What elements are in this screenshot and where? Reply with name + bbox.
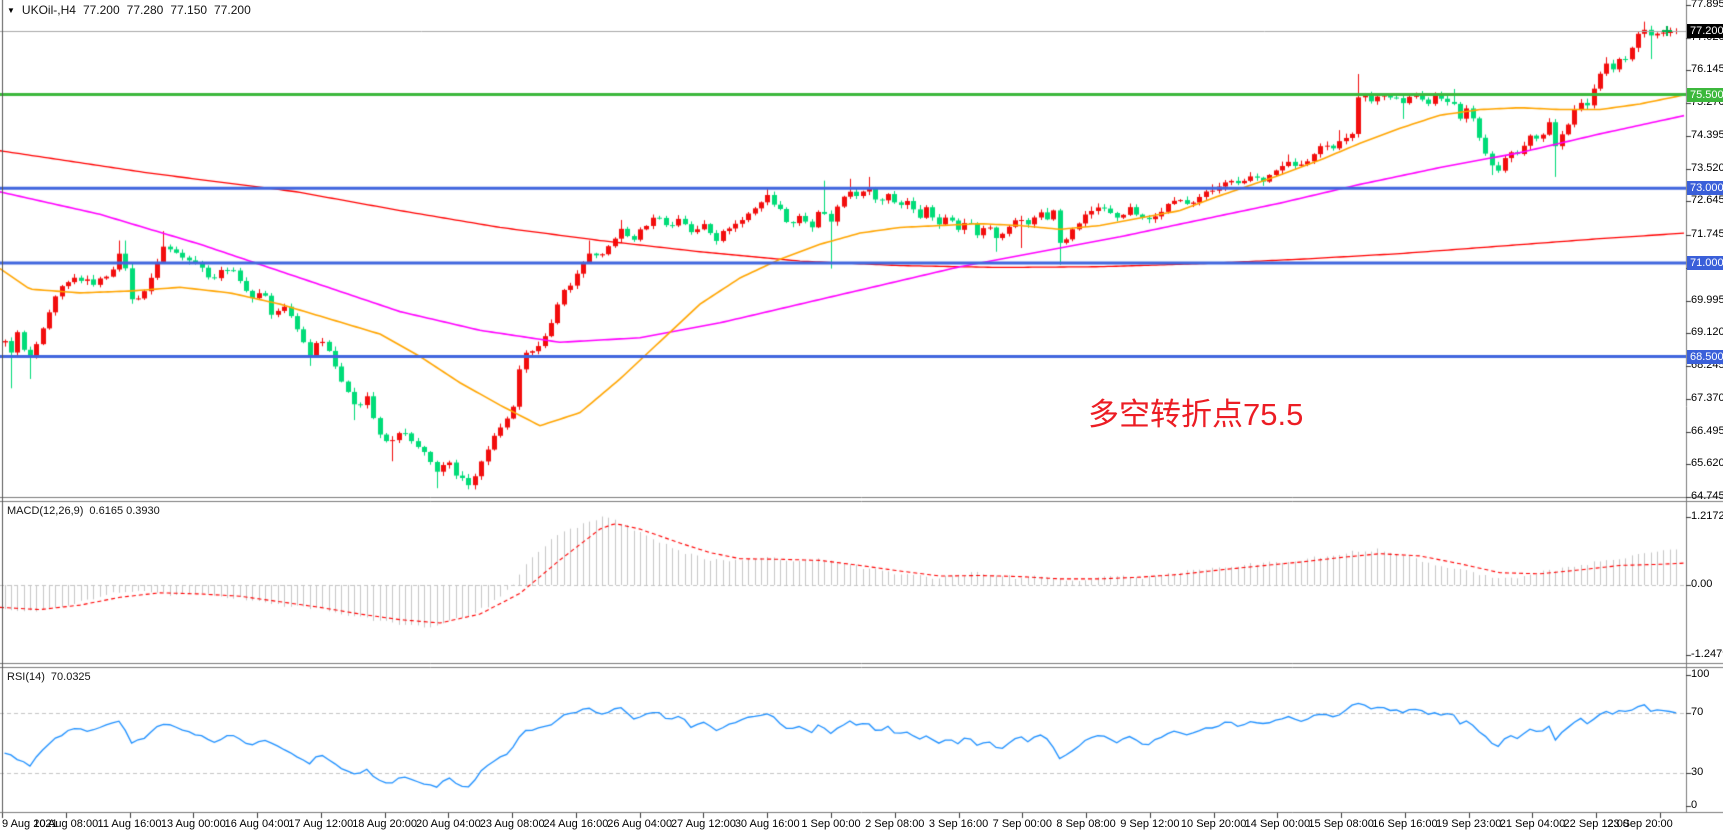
price-tick-label: 65.620	[1691, 457, 1723, 470]
collapse-icon[interactable]: ▼	[7, 5, 15, 15]
price-tick-label: 77.895	[1691, 0, 1723, 10]
macd-values: 0.6165 0.3930	[89, 505, 160, 517]
time-axis-label: 17 Aug 12:00	[288, 818, 354, 830]
rsi-tick-label: 100	[1691, 668, 1710, 680]
rsi-name: RSI(14)	[7, 671, 45, 683]
macd-tick-label: 0.00	[1691, 578, 1713, 590]
ohlc-open: 77.200	[82, 3, 120, 17]
time-axis-label: 20 Aug 04:00	[415, 818, 481, 830]
ohlc-close: 77.200	[214, 3, 251, 17]
rsi-tick-label: 0	[1691, 799, 1698, 811]
price-tick-label: 72.645	[1691, 194, 1723, 207]
time-axis-label: 18 Aug 20:00	[352, 818, 418, 830]
chart-header: ▼ UKOil-,H4 77.200 77.280 77.150 77.200	[7, 3, 251, 17]
price-tick-label: 64.745	[1691, 489, 1723, 502]
rsi-indicator-label: RSI(14) 70.0325	[7, 671, 91, 683]
price-tick-label: 67.370	[1691, 391, 1723, 404]
price-tick-label: 76.145	[1691, 63, 1723, 76]
macd-tick-label: 1.2172	[1691, 509, 1723, 522]
symbol-timeframe-label: UKOil-,H4	[21, 3, 76, 17]
rsi-tick-label: 30	[1691, 766, 1704, 778]
price-tick-label: 66.495	[1691, 424, 1723, 437]
time-axis-label: 3 Sep 16:00	[928, 818, 989, 830]
price-tick-label: 74.395	[1691, 128, 1723, 141]
level-price-tag: 73.000	[1687, 181, 1723, 196]
time-axis-label: 21 Sep 04:00	[1499, 818, 1566, 830]
macd-name: MACD(12,26,9)	[7, 505, 84, 517]
time-axis-label: 7 Sep 00:00	[992, 818, 1052, 830]
time-axis-label: 22 Sep 12:00	[1563, 818, 1629, 830]
time-axis-label: 9 Sep 12:00	[1120, 818, 1180, 830]
time-axis-label: 1 Sep 00:00	[801, 818, 861, 830]
time-axis-label: 9 Aug 2021	[2, 818, 58, 830]
level-price-tag: 71.000	[1687, 255, 1723, 270]
time-axis-label: 13 Aug 00:00	[160, 818, 226, 830]
price-tick-label: 73.520	[1691, 161, 1723, 174]
rsi-tick-label: 70	[1691, 706, 1704, 718]
price-tick-label: 69.120	[1691, 326, 1723, 339]
time-axis-label: 2 Sep 08:00	[865, 818, 925, 830]
time-axis-label: 27 Aug 12:00	[671, 818, 736, 830]
time-axis-label: 30 Aug 16:00	[734, 818, 800, 830]
level-price-tag: 75.500	[1687, 87, 1723, 102]
current-price-tag: 77.200	[1687, 24, 1723, 38]
macd-indicator-label: MACD(12,26,9) 0.6165 0.3930	[7, 505, 160, 517]
time-axis-label: 19 Sep 23:00	[1435, 818, 1502, 830]
price-axis[interactable]: 77.89577.02076.14575.27074.39573.52072.6…	[1687, 0, 1723, 813]
time-axis[interactable]: 9 Aug 2021 10 Aug 08:00 11 Aug 16:00 13 Aug…	[0, 813, 1723, 837]
annotation-text[interactable]: 多空转折点75.5	[1088, 397, 1304, 432]
level-price-tag: 68.500	[1687, 349, 1723, 364]
rsi-value: 70.0325	[50, 671, 91, 683]
time-axis-label: 14 Sep 00:00	[1244, 818, 1311, 830]
time-axis-label: 15 Sep 08:00	[1308, 818, 1374, 830]
time-axis-label: 16 Sep 16:00	[1372, 818, 1438, 830]
macd-tick-label: -1.2479	[1691, 647, 1723, 660]
price-tick-label: 71.745	[1691, 228, 1723, 241]
time-axis-label: 26 Aug 04:00	[607, 818, 673, 830]
time-axis-label: 11 Aug 16:00	[97, 818, 162, 830]
price-tick-label: 69.995	[1691, 293, 1723, 306]
time-axis-label: 24 Aug 16:00	[543, 818, 609, 830]
time-axis-label: 10 Sep 20:00	[1180, 818, 1247, 830]
ohlc-low: 77.150	[170, 3, 208, 17]
time-axis-label: 8 Sep 08:00	[1056, 818, 1116, 830]
time-axis-label: 16 Aug 04:00	[224, 818, 290, 830]
time-axis-label: 10 Aug 08:00	[33, 818, 99, 830]
time-axis-label: 23 Aug 08:00	[479, 818, 545, 830]
ohlc-high: 77.280	[126, 3, 164, 17]
time-axis-label: 23 Sep 20:00	[1607, 818, 1673, 830]
